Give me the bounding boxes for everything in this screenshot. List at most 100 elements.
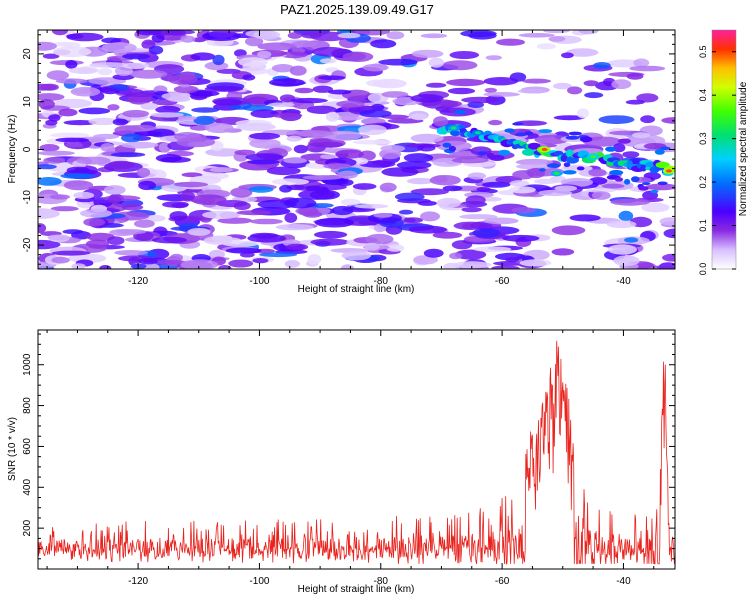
- spectrogram-cell: [505, 257, 519, 263]
- spectrogram-cell: [583, 80, 599, 87]
- spectrogram-cell: [588, 168, 607, 177]
- spectrogram-cell: [286, 135, 302, 142]
- spectrogram-cell: [606, 59, 643, 68]
- snr-x-tick-label: -40: [616, 576, 631, 587]
- spectrogram-cell: [476, 186, 491, 192]
- spectrogram-cell: [75, 156, 111, 165]
- spectrogram-cell: [271, 178, 310, 186]
- spectrogram-cell: [359, 160, 396, 168]
- spectrogram-cell: [325, 111, 340, 122]
- spectrogram-cell: [249, 138, 281, 149]
- spectrogram-cell: [109, 229, 137, 236]
- spectrogram-cell: [569, 214, 601, 222]
- spectrogram-cell: [136, 167, 151, 178]
- spectrogram-cell: [63, 180, 94, 191]
- spectrogram-cell: [49, 194, 70, 200]
- spectrogram-cell: [107, 195, 122, 204]
- spectrogram-cell: [576, 108, 590, 119]
- snr-y-tick-label: 400: [22, 479, 33, 496]
- spectrogram-cell: [176, 136, 216, 148]
- spectrogram-cell: [454, 249, 487, 260]
- spectrogram-cell: [173, 181, 209, 188]
- spectrogram-cell: [408, 225, 448, 234]
- spectrogram-cell: [39, 144, 60, 152]
- spectrogram-cell: [442, 60, 478, 71]
- spectrogram-cell: [318, 75, 346, 80]
- spectrogram-cell: [381, 167, 419, 177]
- spectrogram-y-tick-label: -20: [22, 237, 33, 252]
- spectrogram-cell: [181, 172, 203, 178]
- spectrogram-cell: [428, 57, 444, 68]
- spectrogram-cell: [394, 192, 425, 201]
- spectrogram-cell: [190, 194, 227, 205]
- spectrogram-cell: [601, 183, 625, 189]
- spectrogram-cell: [403, 153, 434, 163]
- spectrogram-cell: [189, 124, 210, 131]
- spectrogram-cell: [337, 32, 361, 39]
- spectrogram-cell: [122, 53, 151, 60]
- spectrogram-cell: [155, 105, 181, 114]
- spectrogram-cell: [234, 149, 256, 156]
- spectrogram-ridge-cell: [617, 138, 631, 144]
- spectrogram-ridge-cell: [576, 166, 585, 171]
- spectrogram-cell: [237, 57, 268, 67]
- spectrogram-cell: [305, 185, 322, 191]
- spectrogram-ridge-cell: [528, 142, 541, 150]
- spectrogram-cell: [606, 220, 637, 229]
- spectrogram-cell: [373, 213, 393, 218]
- spectrogram-cell: [189, 90, 220, 97]
- spectrogram-cell: [517, 88, 547, 94]
- spectrogram-cell: [598, 115, 635, 124]
- spectrogram-cell: [358, 124, 387, 135]
- spectrogram-cell: [112, 118, 129, 126]
- spectrogram-ridge-cell: [514, 132, 527, 137]
- spectrogram-cell: [436, 197, 461, 208]
- spectrogram-cell: [249, 132, 281, 140]
- spectrogram-cell: [187, 228, 211, 236]
- spectrogram-ridge-cell: [660, 146, 671, 150]
- spectrogram-ridge-cell: [539, 168, 546, 172]
- spectrogram-cell: [420, 33, 448, 39]
- spectrogram-cell: [204, 85, 244, 92]
- spectrogram-cell: [314, 230, 348, 239]
- spectrogram-cell: [508, 186, 536, 194]
- spectrogram-cell: [38, 99, 55, 110]
- spectrogram-cell: [93, 133, 120, 140]
- spectrogram-cell: [213, 98, 243, 106]
- spectrogram-cell: [307, 254, 322, 265]
- spectrogram-cell: [38, 177, 62, 186]
- spectrogram-cell: [551, 248, 575, 256]
- spectrogram-x-tick-label: -120: [128, 276, 148, 287]
- spectrogram-ridge-cell: [450, 130, 461, 137]
- spectrogram-cell: [336, 179, 354, 186]
- spectrogram-cell: [365, 233, 394, 245]
- spectrogram-ridge-cell: [522, 148, 536, 156]
- spectrogram-cell: [225, 247, 262, 254]
- spectrogram-cell: [125, 92, 157, 98]
- spectrogram-cells: [38, 30, 675, 269]
- spectrogram-cell: [177, 115, 197, 121]
- spectrogram-cell: [323, 163, 352, 170]
- spectrogram-cell: [472, 228, 501, 238]
- spectrogram-cell: [378, 58, 418, 66]
- colorbar-gradient: [712, 30, 736, 269]
- spectrogram-cell: [205, 122, 234, 134]
- spectrogram-cell: [633, 58, 650, 68]
- spectrogram-cell: [73, 191, 95, 199]
- spectrogram-cell: [65, 142, 83, 148]
- spectrogram-cell: [155, 154, 182, 163]
- spectrogram-cell: [452, 261, 492, 269]
- spectrogram-cell: [48, 114, 61, 122]
- spectrogram-cell: [352, 157, 369, 165]
- spectrogram-cell: [52, 46, 92, 58]
- spectrogram-cell: [613, 143, 626, 153]
- spectrogram-cell: [516, 163, 555, 170]
- spectrogram-cell: [289, 65, 307, 76]
- snr-y-tick-label: 600: [22, 438, 33, 455]
- spectrogram-cell: [253, 30, 281, 40]
- spectrogram-cell: [252, 258, 269, 264]
- spectrogram-ridge-cell: [654, 149, 665, 155]
- spectrogram-cell: [248, 186, 274, 193]
- spectrogram-cell: [509, 180, 529, 187]
- spectrogram-x-tick-label: -40: [616, 276, 631, 287]
